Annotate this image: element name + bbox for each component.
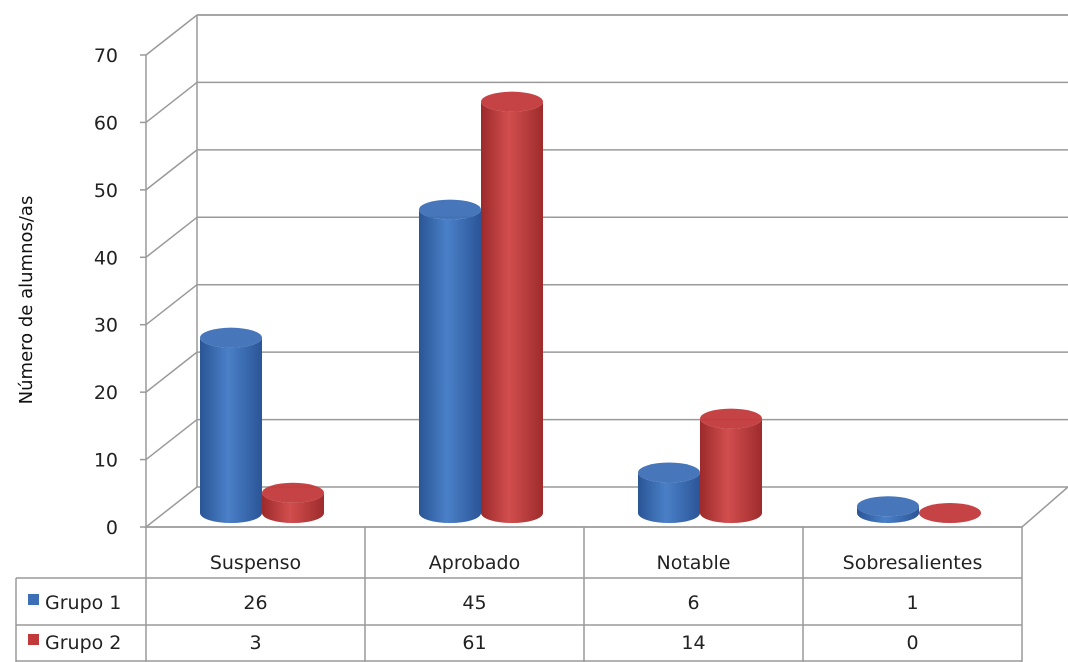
y-tick-label: 50 (94, 180, 118, 202)
y-tick-label: 10 (94, 450, 118, 472)
bar-top (857, 496, 919, 517)
bar-grupo-2-notable (700, 408, 762, 523)
bar-grupo-2-sobresalientes (919, 503, 981, 523)
data-label: 26 (243, 592, 267, 614)
gridline-side (145, 81, 198, 124)
category-label: Notable (657, 552, 731, 574)
bar-grupo-1-sobresalientes (857, 496, 919, 523)
gridline-side (145, 418, 198, 461)
bar-top (481, 91, 543, 112)
data-label: 0 (906, 632, 918, 654)
y-tick-label: 20 (94, 382, 118, 404)
bar-body (481, 101, 543, 523)
legend-label: Grupo 2 (45, 632, 121, 654)
bar-grupo-1-suspenso (200, 327, 262, 523)
gridline-side (145, 284, 198, 326)
wall-and-floor (143, 14, 1068, 528)
bar-top (700, 408, 762, 429)
bar-top (919, 503, 981, 523)
y-tick-label: 70 (94, 45, 118, 67)
y-tick-label: 30 (94, 315, 118, 337)
gridline-side (145, 14, 198, 56)
gridlines (145, 14, 1068, 461)
data-label: 61 (462, 632, 486, 654)
bar-body (200, 337, 262, 523)
y-tick-label: 40 (94, 247, 118, 269)
category-label: Suspenso (210, 552, 301, 574)
bar-top (200, 327, 262, 348)
bar-grupo-1-aprobado (419, 199, 481, 524)
gridline-side (145, 351, 198, 393)
data-label: 14 (681, 632, 705, 654)
bar-grupo-2-suspenso (262, 482, 324, 523)
category-label: Sobresalientes (843, 552, 983, 574)
y-tick-label: 60 (94, 112, 118, 134)
bar-grupo-2-aprobado (481, 91, 543, 523)
data-label: 1 (906, 592, 918, 614)
y-axis-ticks: 0 10 20 30 40 50 60 70 (94, 45, 146, 539)
category-label: Aprobado (429, 552, 520, 574)
bar-body (262, 492, 324, 523)
gridline-side (145, 216, 198, 258)
bar-grupo-1-notable (638, 462, 700, 523)
y-axis-label: Número de alumnos/as (16, 196, 37, 405)
bar-body (700, 418, 762, 523)
legend-swatch (28, 634, 39, 645)
bars (200, 91, 981, 524)
bar-top (638, 462, 700, 483)
data-label: 6 (687, 592, 699, 614)
bar-body (857, 506, 919, 523)
data-label: 3 (249, 632, 261, 654)
data-table: Suspenso Aprobado Notable Sobresalientes Gru… (15, 526, 1023, 662)
bar-top (419, 199, 481, 220)
y-tick-label: 0 (106, 517, 118, 539)
bar-body (419, 209, 481, 524)
bar-body (638, 472, 700, 523)
gridline-side (145, 149, 198, 191)
data-label: 45 (462, 592, 486, 614)
bar-top (262, 482, 324, 503)
legend-swatch (28, 594, 39, 605)
legend-label: Grupo 1 (45, 592, 121, 614)
